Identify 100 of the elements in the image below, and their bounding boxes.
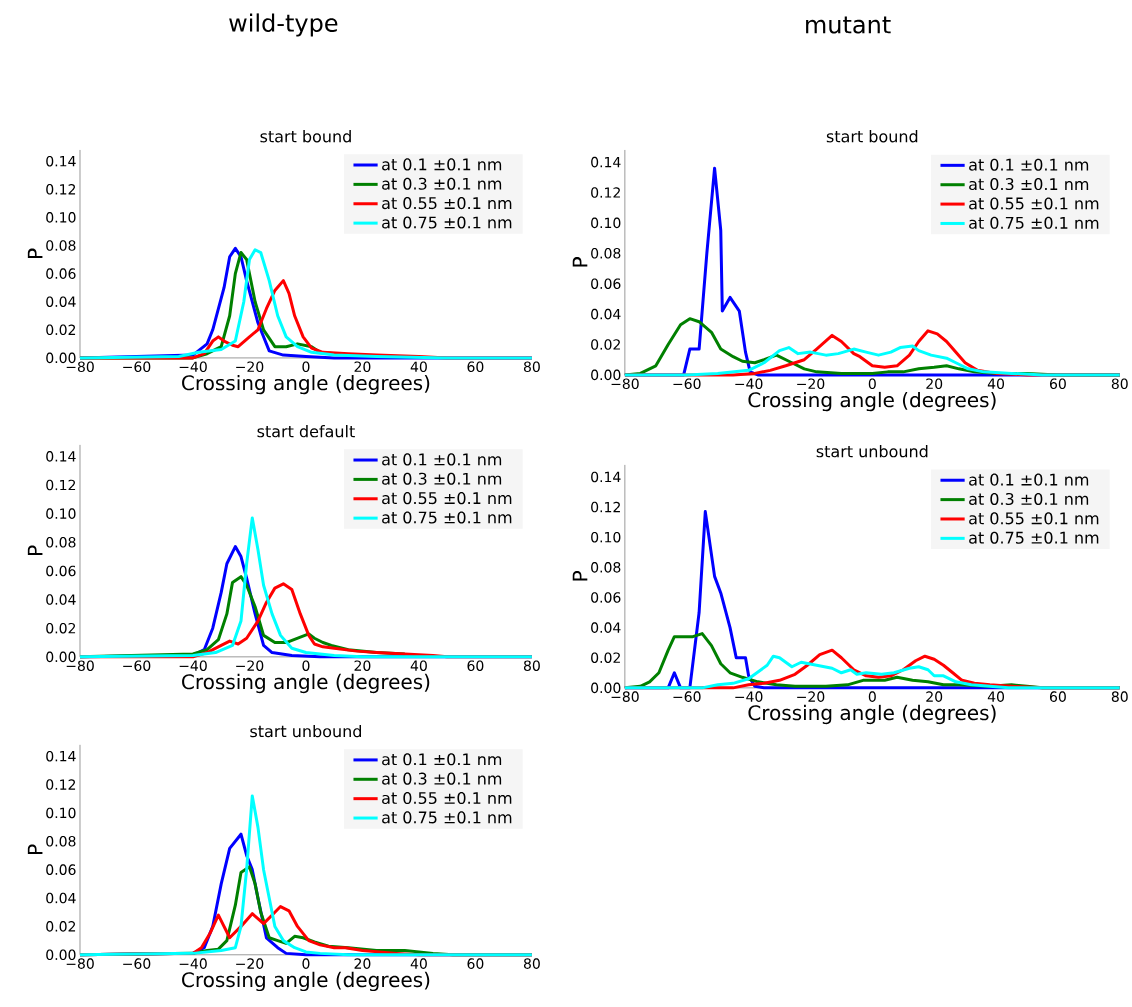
y-tick-label: 0.04 <box>46 594 76 605</box>
x-tick-label: 0 <box>302 660 310 672</box>
chart-title: start unbound <box>816 445 928 458</box>
y-tick-label: 0.12 <box>46 779 76 790</box>
x-tick-label: −20 <box>797 691 825 703</box>
y-tick-label: 0.08 <box>591 562 621 573</box>
y-tick-label: 0.14 <box>591 471 621 483</box>
legend-label: at 0.3 ±0.1 nm <box>969 178 1089 191</box>
y-tick-label: 0.10 <box>591 532 621 543</box>
y-tick-label: 0.12 <box>591 501 620 513</box>
legend-label: at 0.3 ±0.1 nm <box>382 772 502 785</box>
x-tick-label: 0 <box>868 378 876 390</box>
x-tick-label: 40 <box>410 660 427 672</box>
y-tick-label: 0.02 <box>46 921 76 932</box>
y-tick-label: 0.10 <box>46 212 76 223</box>
x-axis-title: Crossing angle (degrees) <box>748 392 996 412</box>
x-tick-label: −20 <box>236 958 264 970</box>
y-tick-label: 0.00 <box>46 949 76 961</box>
y-tick-label: 0.02 <box>591 339 620 350</box>
y-tick-label: 0.02 <box>591 652 620 664</box>
y-tick-label: 0.02 <box>46 623 76 634</box>
legend-label: at 0.1 ±0.1 nm <box>382 158 502 171</box>
y-tick-label: 0.06 <box>591 278 621 290</box>
x-tick-label: 40 <box>410 958 427 970</box>
y-axis-title: P <box>572 571 588 581</box>
legend-label: at 0.75 ±0.1 nm <box>969 216 1099 229</box>
chart-title: start bound <box>826 130 918 143</box>
y-tick-label: 0.04 <box>591 308 621 320</box>
legend-label: at 0.55 ±0.1 nm <box>382 197 512 210</box>
x-tick-label: −40 <box>179 660 207 672</box>
y-tick-label: 0.02 <box>46 324 76 336</box>
chart-title: start bound <box>260 130 351 143</box>
x-tick-label: 40 <box>987 691 1005 703</box>
x-tick-label: 20 <box>926 378 943 390</box>
x-axis-title: Crossing angle (degrees) <box>182 673 430 694</box>
x-tick-label: −40 <box>735 378 763 390</box>
legend-label: at 0.1 ±0.1 nm <box>382 453 502 466</box>
x-tick-label: 20 <box>354 958 371 970</box>
x-tick-label: 20 <box>354 361 371 373</box>
x-tick-label: 80 <box>523 958 540 970</box>
legend-label: at 0.55 ±0.1 nm <box>969 197 1099 210</box>
x-tick-label: 80 <box>1111 691 1128 703</box>
y-tick-label: 0.14 <box>46 750 76 762</box>
legend-label: at 0.75 ±0.1 nm <box>382 216 512 229</box>
x-tick-label: 0 <box>302 958 310 970</box>
y-tick-label: 0.04 <box>591 622 621 633</box>
text: wild-type <box>229 13 338 37</box>
legend-label: at 0.55 ±0.1 nm <box>382 792 512 805</box>
x-axis-title: Crossing angle (degrees) <box>748 704 996 725</box>
x-tick-label: 60 <box>467 958 484 970</box>
legend-label: at 0.3 ±0.1 nm <box>382 177 502 190</box>
x-tick-label: −60 <box>123 660 151 672</box>
x-tick-label: 80 <box>1111 378 1128 390</box>
x-tick-label: 20 <box>926 691 943 703</box>
x-tick-label: 0 <box>868 691 876 703</box>
legend-label: at 0.1 ±0.1 nm <box>969 158 1089 171</box>
x-tick-label: 80 <box>523 660 540 672</box>
legend-label: at 0.55 ±0.1 nm <box>382 492 512 505</box>
x-tick-label: −80 <box>66 958 94 970</box>
y-tick-label: 0.10 <box>591 217 621 229</box>
x-tick-label: −60 <box>123 361 151 373</box>
y-tick-label: 0.06 <box>46 565 76 577</box>
legend-label: at 0.75 ±0.1 nm <box>382 511 512 524</box>
legend-label: at 0.3 ±0.1 nm <box>969 493 1089 506</box>
y-axis-title: P <box>572 257 588 267</box>
x-tick-label: −60 <box>673 378 701 390</box>
y-tick-label: 0.08 <box>591 248 621 259</box>
x-tick-label: 60 <box>467 660 484 672</box>
y-tick-label: 0.14 <box>46 156 76 167</box>
x-tick-label: −20 <box>797 378 825 390</box>
y-tick-label: 0.12 <box>591 187 620 198</box>
x-tick-label: 40 <box>410 361 427 373</box>
y-tick-label: 0.12 <box>46 184 76 195</box>
chart-title: start default <box>257 425 355 438</box>
x-tick-label: −40 <box>735 691 763 703</box>
y-axis-title: P <box>27 545 43 556</box>
y-tick-label: 0.08 <box>46 836 76 847</box>
x-tick-label: −40 <box>179 361 207 373</box>
text: mutant <box>806 16 891 34</box>
x-tick-label: −20 <box>236 660 264 672</box>
x-axis-title: Crossing angle (degrees) <box>182 971 430 992</box>
y-axis-title: P <box>27 844 43 854</box>
x-tick-label: 60 <box>1049 691 1066 703</box>
y-tick-label: 0.06 <box>46 268 76 280</box>
y-tick-label: 0.08 <box>46 537 76 548</box>
legend-label: at 0.75 ±0.1 nm <box>382 811 512 824</box>
legend-label: at 0.1 ±0.1 nm <box>969 473 1089 486</box>
x-tick-label: 60 <box>1049 378 1066 390</box>
y-tick-label: 0.10 <box>46 807 76 819</box>
x-tick-label: 40 <box>987 378 1005 390</box>
x-tick-label: −60 <box>673 691 701 703</box>
legend-label: at 0.55 ±0.1 nm <box>969 512 1099 525</box>
x-tick-label: −60 <box>123 958 151 970</box>
x-tick-label: −20 <box>236 361 264 373</box>
x-tick-label: 80 <box>523 361 540 373</box>
x-tick-label: 0 <box>302 361 310 373</box>
y-tick-label: 0.12 <box>46 479 76 491</box>
x-tick-label: 20 <box>354 660 371 672</box>
legend-label: at 0.75 ±0.1 nm <box>969 531 1099 544</box>
y-tick-label: 0.06 <box>591 592 621 603</box>
